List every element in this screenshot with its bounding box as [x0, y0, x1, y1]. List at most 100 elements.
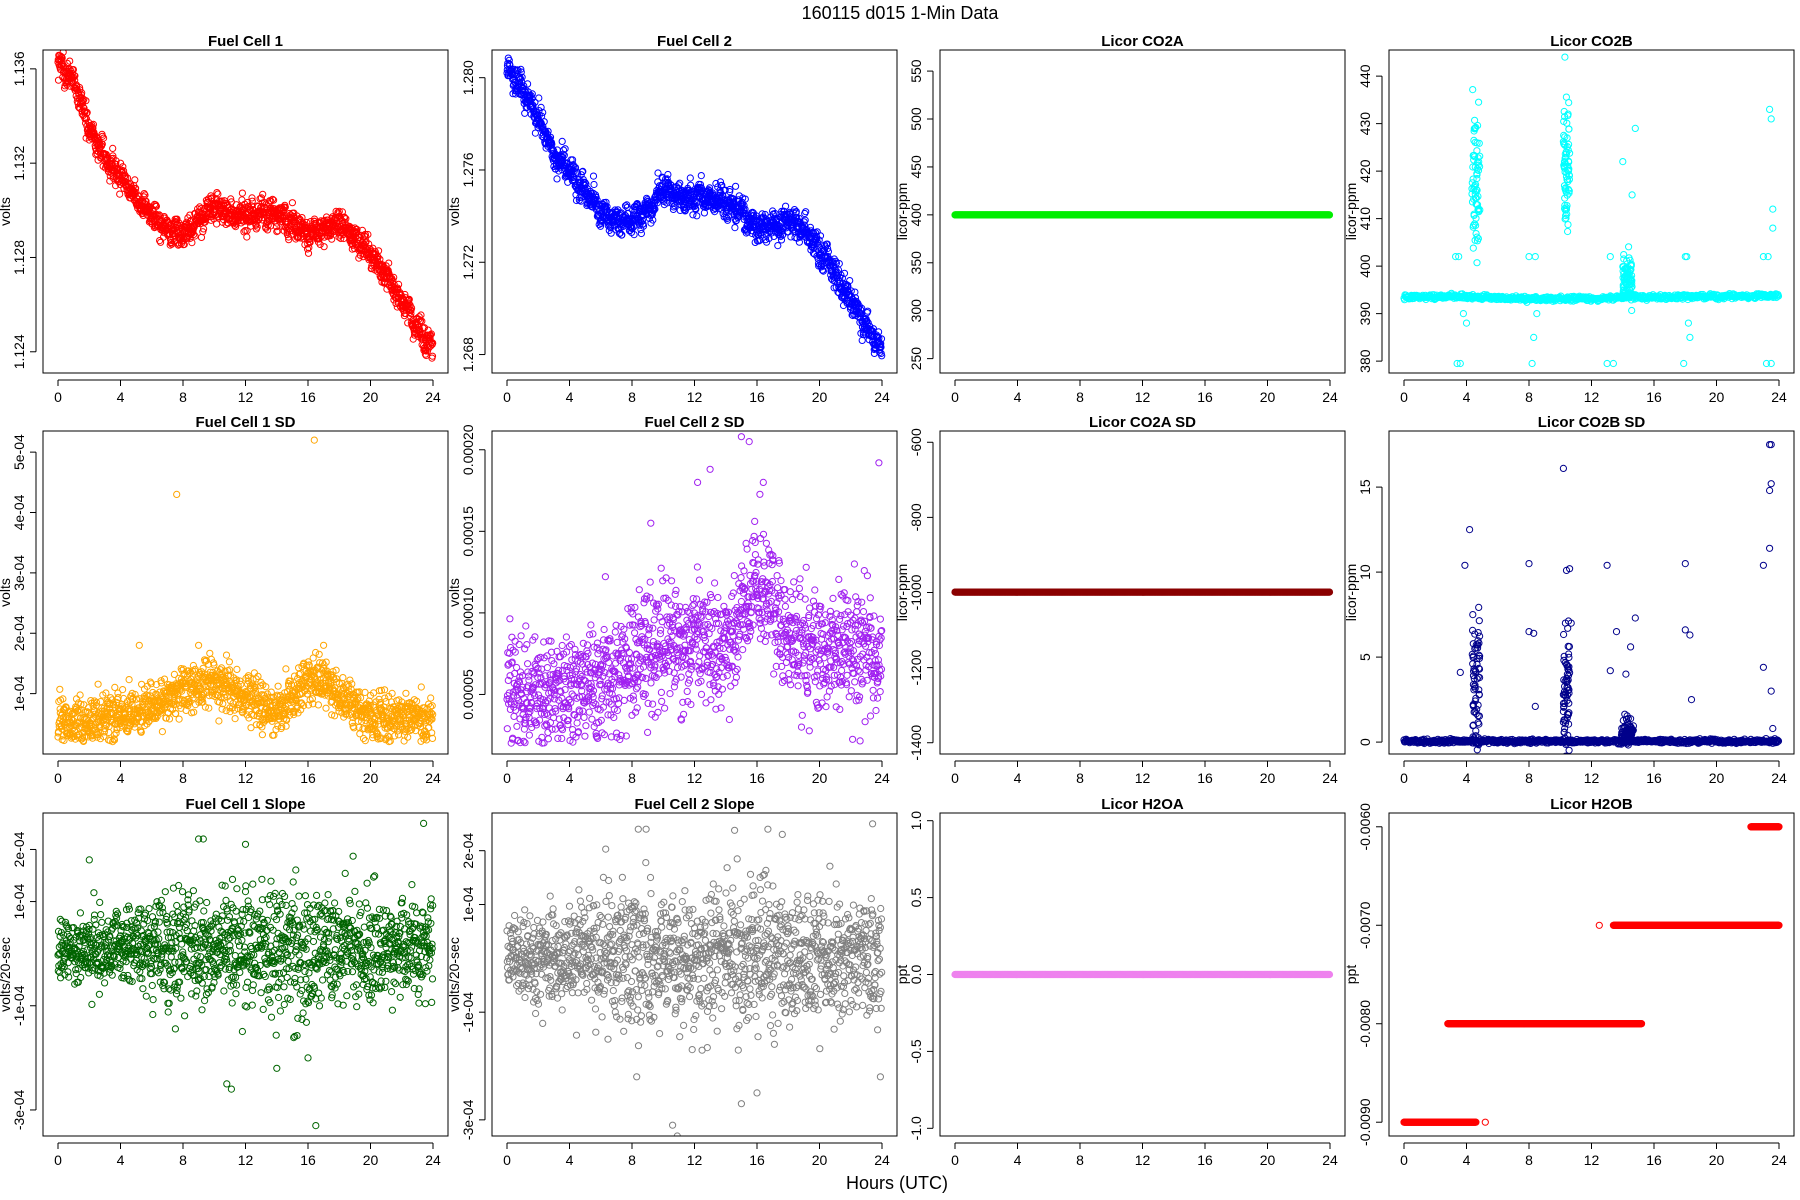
- data-point: [129, 694, 137, 703]
- x-tick-label: 24: [425, 389, 441, 405]
- y-tick-label: 1.280: [460, 60, 476, 95]
- y-tick-label: 440: [1357, 64, 1373, 88]
- y-tick-label: 400: [908, 203, 924, 227]
- data-point: [581, 178, 589, 187]
- data-point: [156, 212, 164, 220]
- data-point: [199, 228, 207, 236]
- figure-title: 160115 d015 1-Min Data: [802, 3, 1000, 23]
- data-point: [119, 163, 127, 171]
- data-point: [802, 208, 810, 216]
- data-point: [1623, 257, 1631, 265]
- data-point: [98, 132, 107, 140]
- data-point: [1528, 359, 1536, 368]
- data-point: [832, 259, 841, 267]
- data-point: [1606, 253, 1614, 261]
- data-point: [538, 112, 546, 120]
- data-point: [152, 202, 160, 210]
- data-point: [84, 704, 93, 712]
- panel-1: Fuel Cell 10 4 8 12 16 20 241.1241.1281.1321.1…: [0, 33, 449, 405]
- data-point: [763, 238, 771, 246]
- panel-title: Fuel Cell 1 SD: [195, 414, 295, 431]
- data-point: [248, 194, 256, 202]
- x-tick-label: 20: [812, 389, 828, 405]
- y-tick-label: 410: [1357, 207, 1373, 231]
- data-point: [1565, 125, 1573, 133]
- data-point: [114, 693, 122, 702]
- data-point: [97, 698, 105, 706]
- data-point: [637, 218, 645, 226]
- y-tick-label: 1.124: [11, 334, 27, 369]
- data-point: [385, 259, 393, 267]
- y-tick-label: 500: [908, 107, 924, 131]
- data-point: [851, 288, 859, 296]
- x-tick-label: 0: [503, 389, 511, 405]
- data-point: [777, 236, 786, 244]
- data-point: [676, 179, 684, 187]
- data-point: [116, 190, 124, 198]
- data-point: [214, 190, 222, 198]
- data-point: [801, 216, 809, 224]
- data-point: [1476, 163, 1484, 171]
- data-point: [243, 227, 251, 235]
- data-point: [590, 180, 598, 189]
- x-tick-label: 4: [566, 389, 574, 405]
- data-point: [693, 212, 701, 220]
- data-point: [197, 233, 206, 241]
- x-tick-label: 0: [54, 389, 62, 405]
- data-point: [1627, 262, 1635, 270]
- data-point: [766, 227, 774, 235]
- x-tick-label: 16: [300, 389, 316, 405]
- data-point: [864, 307, 872, 315]
- data-point: [112, 729, 120, 737]
- data-point: [1769, 205, 1777, 213]
- x-tick-label: 16: [1197, 389, 1213, 405]
- data-point: [1459, 310, 1468, 318]
- data-point: [1468, 190, 1476, 198]
- y-axis-label: volts: [446, 197, 462, 226]
- y-tick-label: 390: [1357, 302, 1373, 326]
- data-point: [1472, 221, 1480, 229]
- data-point: [516, 75, 525, 83]
- data-point: [395, 280, 403, 288]
- data-point: [66, 57, 74, 65]
- data-point: [878, 352, 886, 360]
- data-point: [686, 174, 694, 182]
- data-point: [1530, 333, 1538, 341]
- data-point: [316, 240, 324, 248]
- data-point: [815, 236, 823, 244]
- data-point: [298, 214, 306, 222]
- data-point: [131, 690, 139, 699]
- data-point: [1475, 98, 1483, 106]
- data-point: [272, 223, 281, 231]
- data-point: [1475, 139, 1483, 147]
- data-point: [288, 199, 296, 207]
- data-point: [102, 689, 110, 697]
- x-tick-label: 20: [1709, 389, 1725, 405]
- y-tick-label: 350: [908, 251, 924, 275]
- x-tick-label: 4: [1463, 389, 1471, 405]
- data-points: [503, 54, 886, 360]
- data-point: [270, 196, 278, 204]
- data-point: [630, 231, 638, 239]
- data-point: [753, 215, 761, 223]
- data-point: [1562, 214, 1570, 222]
- data-point: [857, 306, 865, 314]
- data-point: [664, 170, 672, 179]
- data-point: [426, 331, 434, 339]
- data-point: [1469, 221, 1478, 229]
- data-point: [824, 248, 833, 256]
- data-point: [335, 207, 343, 215]
- data-point: [1764, 253, 1772, 261]
- data-point: [1471, 163, 1479, 171]
- x-tick-label: 20: [363, 389, 379, 405]
- y-tick-label: 380: [1357, 349, 1373, 373]
- data-point: [72, 695, 81, 703]
- data-point: [517, 65, 525, 73]
- y-axis-label: licor-ppm: [894, 183, 910, 241]
- data-point: [518, 73, 526, 81]
- data-point: [1627, 279, 1635, 287]
- data-point: [527, 91, 535, 100]
- y-tick-label: 300: [908, 299, 924, 323]
- data-point: [589, 172, 598, 180]
- data-point: [823, 240, 831, 248]
